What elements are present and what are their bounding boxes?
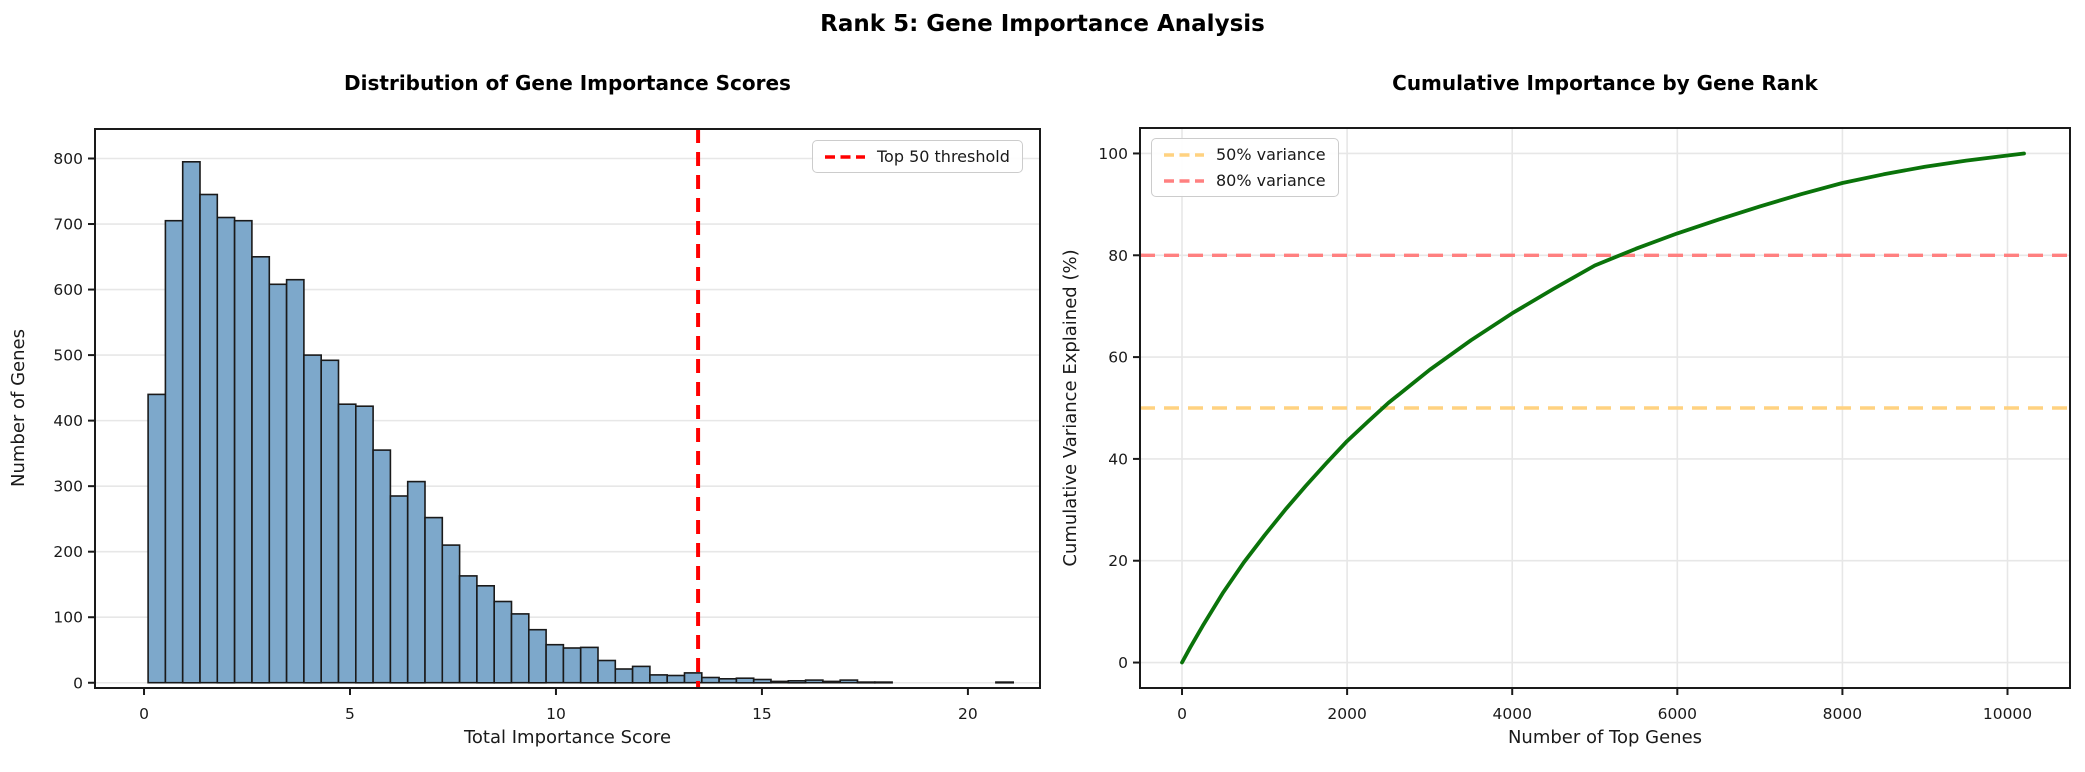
x-tick-label: 4000 — [1492, 705, 1531, 723]
cumulative-curve — [1180, 151, 2026, 665]
x-tick-label: 2000 — [1327, 705, 1366, 723]
histogram-bar — [856, 681, 876, 684]
y-tick-label: 80 — [1108, 247, 1128, 265]
histogram-bar — [303, 354, 322, 684]
x-tick-label: 10 — [546, 705, 566, 723]
y-tick-label: 500 — [53, 347, 83, 365]
histogram-bar — [545, 643, 565, 684]
histogram-bar — [181, 161, 201, 684]
histogram-bar — [822, 680, 842, 684]
histogram-bar — [424, 516, 444, 684]
histogram-bar — [873, 681, 893, 684]
histogram-bar — [493, 600, 513, 684]
legend-item-80pct: 80% variance — [1164, 171, 1326, 190]
y-tick-label: 200 — [53, 543, 83, 561]
histogram-bar — [839, 679, 859, 684]
histogram-bar — [320, 359, 340, 684]
y-tick-label: 400 — [53, 412, 83, 430]
x-tick-label: 0 — [1177, 705, 1187, 723]
histogram-bar — [995, 681, 1015, 684]
histogram-bar — [700, 676, 720, 684]
histogram-bar — [337, 403, 357, 684]
cumulative-xlabel: Number of Top Genes — [1507, 727, 1703, 748]
histogram-bar — [216, 216, 236, 684]
histogram-bar — [597, 659, 617, 684]
histogram-bar — [251, 255, 271, 684]
x-tick-label: 20 — [958, 705, 978, 723]
y-tick-label: 60 — [1108, 349, 1128, 367]
x-tick-label: 15 — [752, 705, 772, 723]
y-tick-label: 40 — [1108, 450, 1128, 468]
y-tick-label: 20 — [1108, 552, 1128, 570]
y-tick-label: 700 — [53, 216, 83, 234]
x-tick-label: 0 — [139, 705, 149, 723]
histogram-bar — [770, 680, 790, 684]
histogram-bar — [233, 219, 253, 684]
cumulative-title: Cumulative Importance by Gene Rank — [1392, 71, 1818, 95]
histogram-bar — [631, 665, 651, 684]
legend-label: 80% variance — [1216, 171, 1326, 190]
legend-label: 50% variance — [1216, 145, 1326, 164]
histogram-bar — [406, 480, 426, 684]
dashed-line-swatch — [1164, 152, 1204, 157]
histogram-bar — [372, 449, 392, 684]
histogram-bar — [285, 278, 305, 684]
histogram-bar — [718, 677, 738, 684]
figure-title: Rank 5: Gene Importance Analysis — [820, 11, 1265, 37]
histogram-legend: Top 50 threshold — [812, 140, 1023, 173]
legend-item-50pct: 50% variance — [1164, 145, 1326, 164]
histogram-bar — [147, 393, 167, 684]
y-tick-label: 800 — [53, 150, 83, 168]
x-tick-label: 5 — [345, 705, 355, 723]
x-tick-label: 10000 — [1983, 705, 2032, 723]
histogram-bar — [389, 495, 409, 684]
histogram-bar — [510, 613, 530, 684]
cumulative-legend: 50% variance 80% variance — [1151, 138, 1339, 197]
histogram-bar — [441, 544, 461, 684]
y-tick-label: 0 — [73, 674, 83, 692]
histogram-bar — [735, 677, 755, 684]
histogram-bar — [268, 283, 288, 684]
x-tick-label: 6000 — [1658, 705, 1697, 723]
y-tick-label: 0 — [1118, 654, 1128, 672]
histogram-bar — [752, 678, 772, 684]
y-tick-label: 300 — [53, 478, 83, 496]
x-tick-label: 8000 — [1823, 705, 1862, 723]
histogram-bar — [562, 647, 582, 684]
histogram-bar — [458, 575, 478, 684]
histogram-bar — [164, 219, 184, 684]
legend-item-threshold: Top 50 threshold — [825, 147, 1010, 166]
histogram-bar — [579, 646, 599, 684]
histogram-xlabel: Total Importance Score — [463, 727, 672, 748]
plot-frame — [1139, 127, 2071, 689]
cumulative-plot: 0 2000 4000 6000 8000 10000 0 20 40 60 80 100 — [1098, 127, 2071, 723]
y-tick-label: 100 — [53, 609, 83, 627]
plot-frame — [94, 128, 1041, 689]
cumulative-ylabel: Cumulative Variance Explained (%) — [1060, 249, 1081, 567]
histogram-bar — [649, 674, 669, 684]
dashed-line-swatch — [825, 154, 865, 159]
histogram-bar — [804, 679, 824, 684]
legend-label: Top 50 threshold — [877, 147, 1010, 166]
histogram-ylabel: Number of Genes — [8, 329, 29, 487]
histogram-bar — [527, 628, 547, 684]
histogram-bar — [666, 674, 686, 684]
histogram-bar — [476, 584, 495, 684]
histogram-bar — [787, 679, 807, 684]
histogram-bar — [614, 668, 634, 684]
histogram-bar — [199, 193, 219, 684]
y-tick-label: 100 — [1098, 145, 1128, 163]
y-tick-label: 600 — [53, 281, 83, 299]
histogram-bar — [354, 405, 374, 684]
dashed-line-swatch — [1164, 178, 1204, 183]
histogram-title: Distribution of Gene Importance Scores — [344, 71, 791, 95]
